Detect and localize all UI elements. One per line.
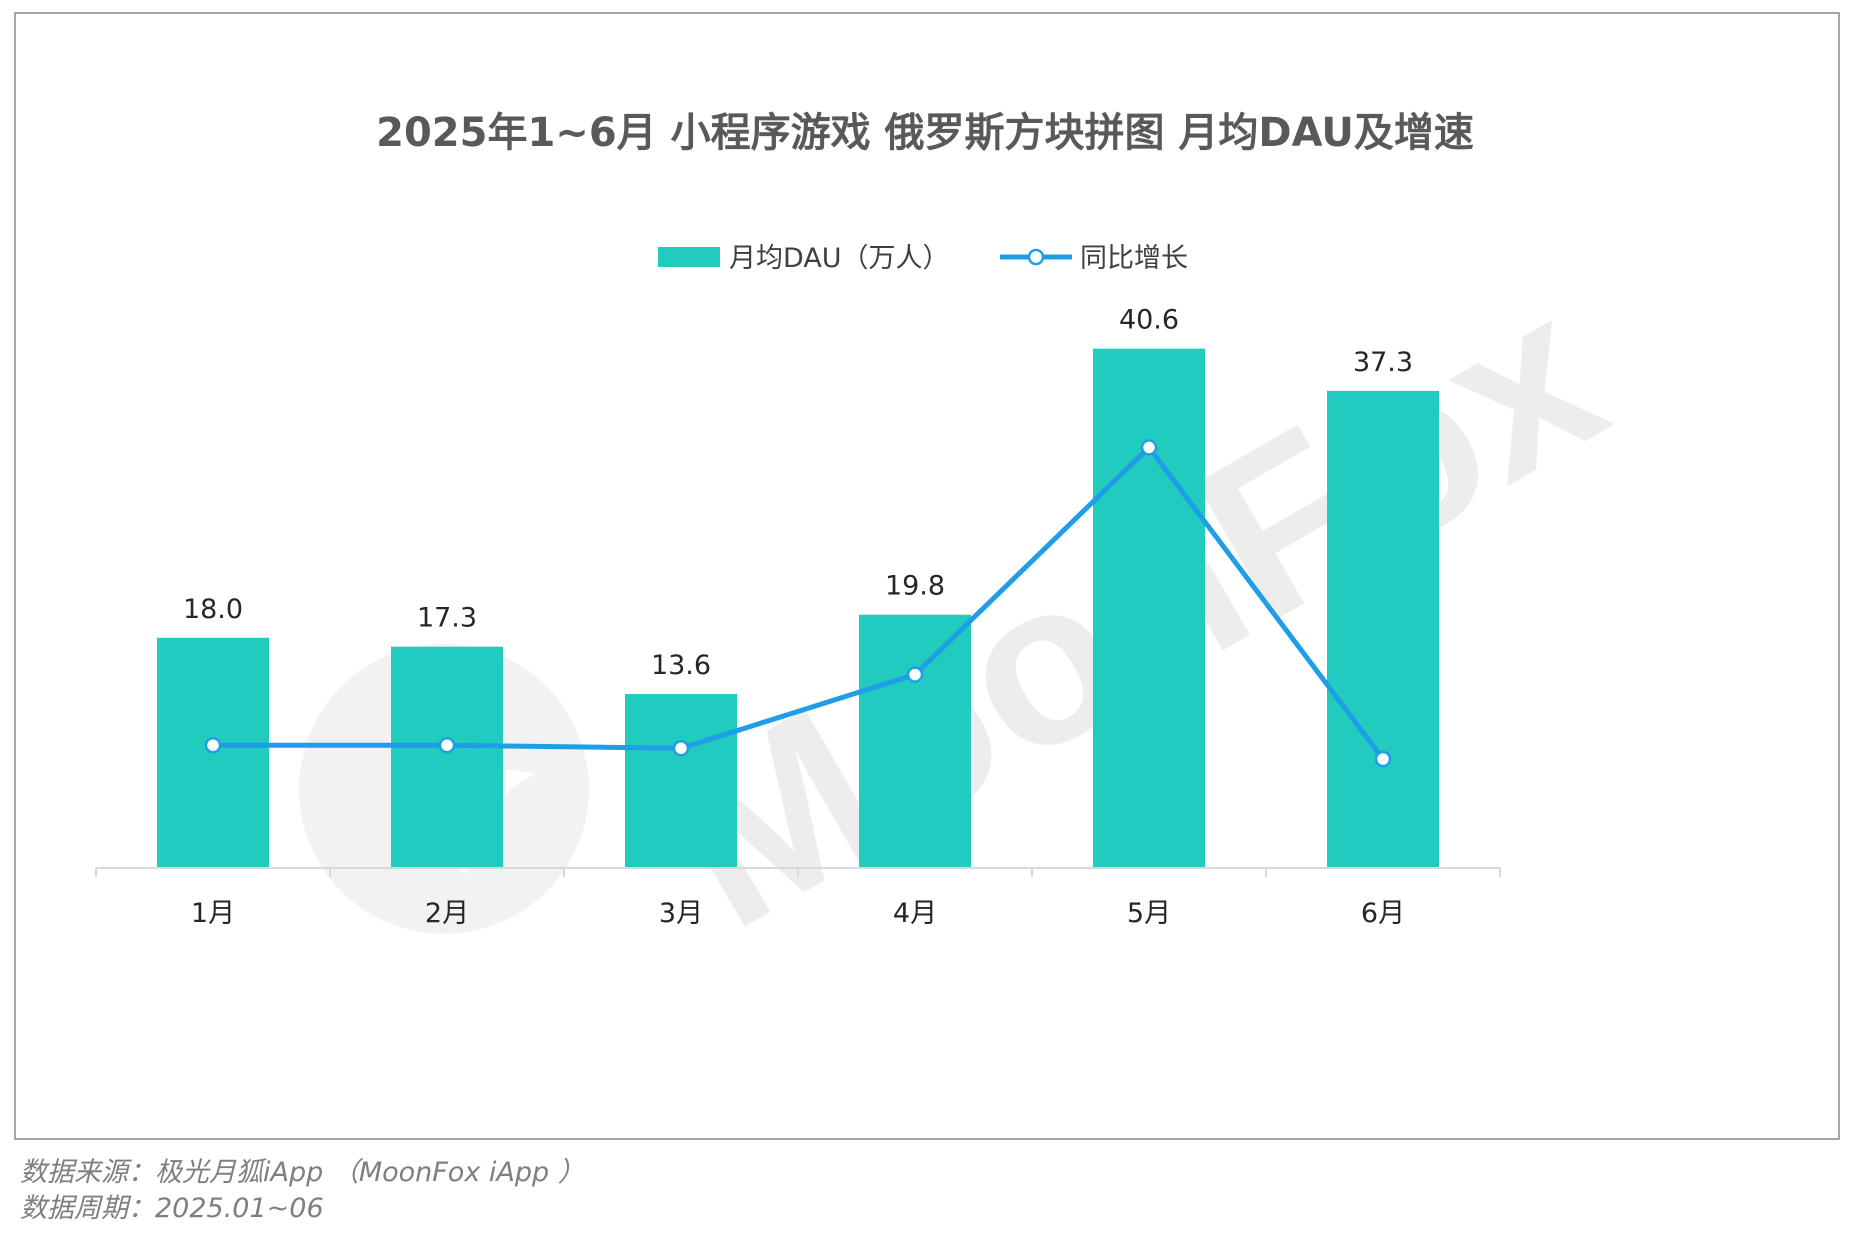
bar-value-label-4: 19.8 (885, 571, 945, 602)
x-tick-label-2: 2月 (425, 898, 469, 929)
legend: 月均DAU（万人） 同比增长 (658, 243, 1188, 274)
bars-layer (157, 348, 1439, 868)
legend-bar-label: 月均DAU（万人） (729, 243, 950, 274)
bar-2 (391, 646, 503, 868)
chart-title: 2025年1~6月 小程序游戏 俄罗斯方块拼图 月均DAU及增速 (376, 110, 1474, 156)
bar-value-label-5: 40.6 (1119, 305, 1179, 336)
x-tick-label-5: 5月 (1127, 898, 1171, 929)
x-tick-label-1: 1月 (191, 898, 235, 929)
bar-value-label-3: 13.6 (651, 650, 711, 681)
legend-line-label: 同比增长 (1080, 243, 1188, 274)
legend-line-marker (1027, 248, 1045, 266)
x-tick-label-6: 6月 (1361, 898, 1405, 929)
yoy-point-1 (204, 736, 222, 754)
x-axis: 1月 2月 3月 4月 5月 6月 (95, 867, 1501, 929)
yoy-point-6 (1374, 750, 1392, 768)
yoy-point-5 (1140, 439, 1158, 456)
data-labels-layer: 18.0 17.3 13.6 19.8 40.6 37.3 (183, 305, 1413, 681)
yoy-point-3 (672, 740, 690, 757)
yoy-point-2 (438, 736, 456, 754)
bar-value-label-6: 37.3 (1353, 347, 1413, 378)
bar-6 (1327, 390, 1439, 868)
bar-value-label-2: 17.3 (417, 603, 477, 634)
x-tick-label-4: 4月 (893, 898, 937, 929)
chart-canvas: MoonFox 2025年1~6月 小程序游戏 俄罗斯方块拼图 月均DAU及增速… (95, 110, 1641, 977)
legend-bar-swatch (658, 247, 720, 267)
x-tick-label-3: 3月 (659, 898, 703, 929)
bar-4 (859, 614, 971, 868)
chart-frame: MoonFox 2025年1~6月 小程序游戏 俄罗斯方块拼图 月均DAU及增速… (14, 12, 1840, 1140)
footer-source: 数据来源：极光月狐iApp （MoonFox iApp ） (20, 1157, 585, 1188)
yoy-line (213, 444, 1385, 761)
bar-5 (1093, 348, 1205, 868)
yoy-point-4 (906, 666, 924, 683)
bar-3 (625, 694, 737, 868)
footer-period: 数据周期：2025.01~06 (20, 1193, 324, 1224)
bar-value-label-1: 18.0 (183, 594, 243, 625)
yoy-line-layer (204, 439, 1392, 768)
